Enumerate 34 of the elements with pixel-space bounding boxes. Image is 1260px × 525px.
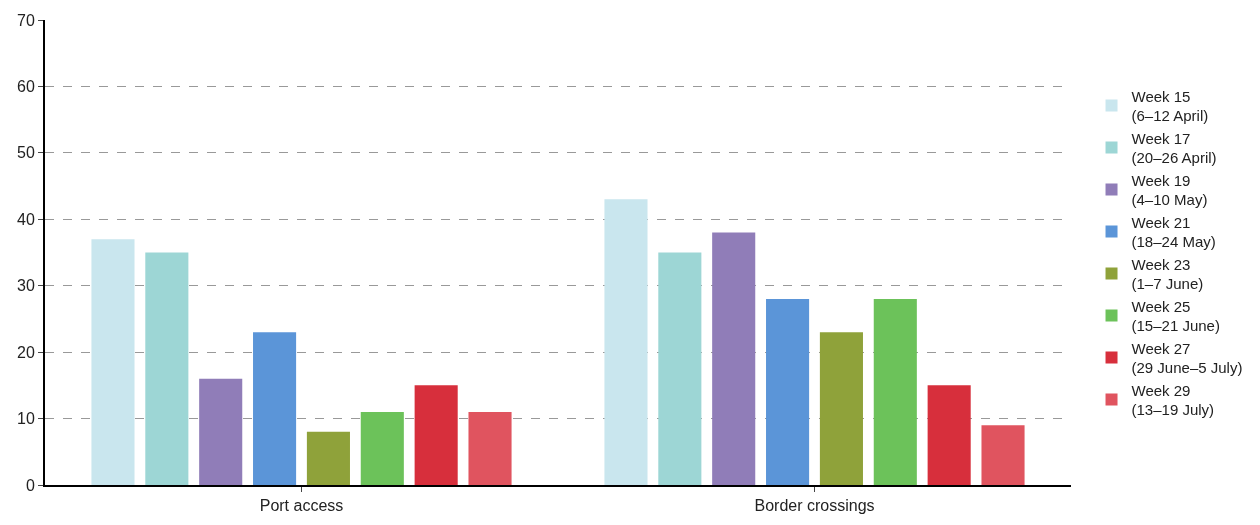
legend-label: Week 23 (1–7 June) [1131, 255, 1204, 293]
bar [145, 252, 189, 485]
bar [712, 232, 756, 485]
bar [468, 411, 512, 485]
y-tick-label: 30 [17, 277, 35, 295]
bar [199, 378, 243, 485]
bar [604, 199, 648, 485]
bar [360, 411, 404, 485]
bar [253, 332, 297, 485]
bar [766, 299, 810, 485]
y-tick-label: 0 [25, 476, 35, 494]
y-tick-label: 60 [17, 78, 35, 96]
bar [414, 385, 458, 485]
x-tick-label: Border crossings [754, 497, 875, 515]
legend-label: Week 21 (18–24 May) [1131, 213, 1216, 251]
bar [927, 385, 971, 485]
y-tick-label: 10 [17, 410, 35, 428]
y-tick-label: 40 [17, 210, 35, 228]
bar [658, 252, 702, 485]
legend-label: Week 17 (20–26 April) [1131, 129, 1217, 167]
legend-label: Week 29 (13–19 July) [1131, 381, 1215, 419]
legend-label: Week 27 (29 June–5 July) [1131, 339, 1243, 377]
y-tick-label: 50 [17, 144, 35, 162]
bar [873, 299, 917, 485]
bar [819, 332, 863, 485]
bar [981, 425, 1025, 485]
legend-label: Week 25 (15–21 June) [1131, 297, 1220, 335]
x-tick-label: Port access [259, 497, 344, 515]
bar [306, 431, 350, 485]
y-tick-label: 20 [17, 343, 35, 361]
y-tick-label: 70 [17, 11, 35, 29]
legend-label: Week 19 (4–10 May) [1131, 171, 1208, 209]
legend-label: Week 15 (6–12 April) [1131, 87, 1209, 125]
bar [91, 239, 135, 485]
